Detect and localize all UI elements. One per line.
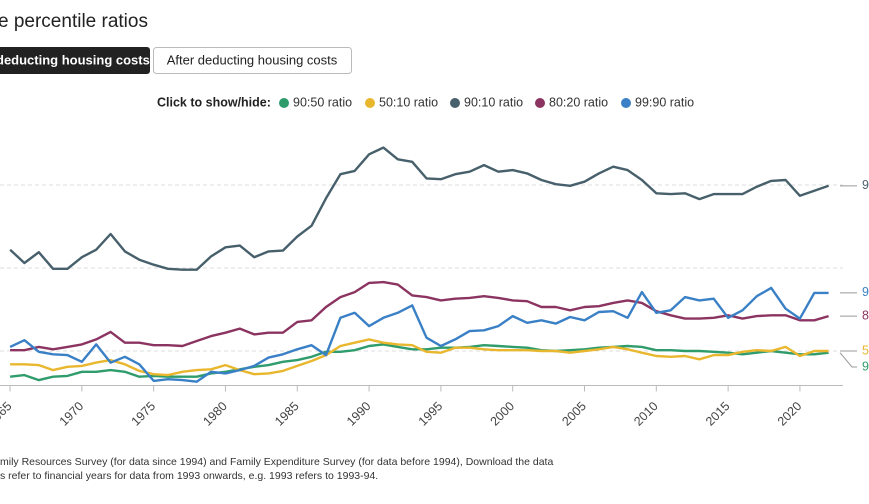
button-label[interactable]: deducting housing costs xyxy=(0,52,150,67)
legend-item[interactable]: 80:20 ratio xyxy=(535,95,608,109)
line xyxy=(10,338,829,377)
legend-swatch[interactable] xyxy=(450,98,460,108)
legend-item[interactable]: 50:10 ratio xyxy=(365,95,438,109)
line xyxy=(9,146,829,271)
button-bg[interactable] xyxy=(0,47,150,74)
end-label: 9 xyxy=(862,359,869,373)
x-tick-label: 1985 xyxy=(272,399,302,429)
end-label: 9 xyxy=(862,285,869,299)
legend-swatch[interactable] xyxy=(621,98,631,108)
button-label[interactable]: After deducting housing costs xyxy=(167,52,338,67)
legend-label[interactable]: 50:10 ratio xyxy=(379,95,438,109)
legend-swatch[interactable] xyxy=(279,98,289,108)
footnote: mily Resources Survey (for data since 19… xyxy=(0,456,553,468)
legend-item[interactable]: 99:90 ratio xyxy=(621,95,694,109)
legend-label[interactable]: 80:20 ratio xyxy=(549,95,608,109)
legend-label[interactable]: 90:50 ratio xyxy=(293,95,352,109)
legend-prompt: Click to show/hide: xyxy=(157,95,271,109)
x-tick-label: 1990 xyxy=(344,399,374,429)
x-tick-label: 1975 xyxy=(129,399,159,429)
legend-item[interactable]: 90:50 ratio xyxy=(279,95,352,109)
x-tick-label: 1980 xyxy=(200,399,230,429)
button[interactable]: deducting housing costs xyxy=(0,47,150,74)
x-tick-label: 2010 xyxy=(631,399,661,429)
x-tick-label: 1970 xyxy=(57,399,87,429)
line xyxy=(9,286,829,383)
x-tick-label: 2000 xyxy=(488,399,518,429)
line xyxy=(10,280,829,352)
button-bg[interactable] xyxy=(153,47,352,74)
end-connector xyxy=(839,352,857,368)
x-tick-label: 2005 xyxy=(559,399,589,429)
end-label: 5 xyxy=(862,343,869,357)
button[interactable]: After deducting housing costs xyxy=(153,47,352,74)
footnote: s refer to financial years for data from… xyxy=(0,470,378,482)
end-label: 8 xyxy=(862,308,869,322)
x-tick-label: 1995 xyxy=(416,399,446,429)
chart-title: e percentile ratios xyxy=(0,11,148,32)
x-tick-label: 1965 xyxy=(0,399,15,429)
end-label: 9 xyxy=(862,178,869,192)
legend-label[interactable]: 90:10 ratio xyxy=(464,95,523,109)
legend-swatch[interactable] xyxy=(535,98,545,108)
legend-label[interactable]: 99:90 ratio xyxy=(635,95,694,109)
x-tick-label: 2015 xyxy=(703,399,733,429)
legend-swatch[interactable] xyxy=(365,98,375,108)
legend-item[interactable]: 90:10 ratio xyxy=(450,95,523,109)
x-tick-label: 2020 xyxy=(775,399,805,429)
